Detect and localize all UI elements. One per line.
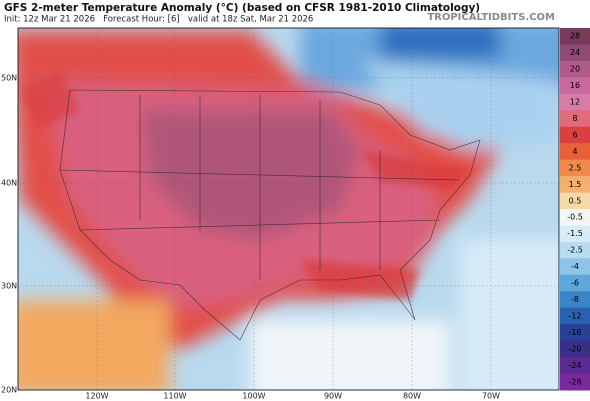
colorbar-label: -12 <box>568 311 581 320</box>
colorbar-label: -28 <box>568 377 581 386</box>
colorbar-cell <box>560 77 590 95</box>
map <box>18 28 559 390</box>
longitude-label: 90W <box>324 392 342 401</box>
colorbar-label: 20 <box>570 65 580 74</box>
colorbar-cell <box>560 110 590 128</box>
colorbar-label: 16 <box>570 81 580 90</box>
colorbar-cell <box>560 307 590 325</box>
latitude-label: 30N <box>1 282 17 291</box>
colorbar-label: -20 <box>568 344 581 353</box>
colorbar-label: 1.5 <box>569 180 582 189</box>
title: GFS 2-meter Temperature Anomaly (°C) (ba… <box>4 2 480 14</box>
colorbar-cell <box>560 373 590 391</box>
colorbar-label: 4 <box>572 147 577 156</box>
longitude-label: 70W <box>482 392 500 401</box>
longitude-label: 120W <box>85 392 108 401</box>
colorbar-cell <box>560 44 590 62</box>
colorbar-label: -16 <box>568 328 581 337</box>
colorbar-cell <box>560 192 590 210</box>
colorbar-cell <box>560 209 590 226</box>
latitude-label: 50N <box>1 74 17 83</box>
colorbar-cell <box>560 176 590 194</box>
colorbar-label: 6 <box>572 130 577 139</box>
colorbar-label: 2.5 <box>569 163 582 172</box>
colorbar-label: -2.5 <box>567 246 583 255</box>
latitude-label: 40N <box>1 179 17 188</box>
colorbar-label: 28 <box>570 32 580 41</box>
colorbar-cell <box>560 340 590 358</box>
colorbar: 28 24 20 16 12 8 6 4 2.5 1.5 0.5 -0.5 -1.5 -2.5 -4 -6 -8… <box>560 28 590 391</box>
colorbar-label: -6 <box>571 279 579 288</box>
colorbar-label: -8 <box>571 295 579 304</box>
latitude-label: 20N <box>1 386 17 395</box>
longitude-label: 110W <box>163 392 186 401</box>
colorbar-label: -1.5 <box>567 229 583 238</box>
colorbar-cell <box>560 143 590 161</box>
subtitle: Init: 12z Mar 21 2026 Forecast Hour: [6]… <box>4 15 313 25</box>
watermark: TROPICALTIDBITS.COM <box>427 12 555 23</box>
colorbar-cell <box>560 274 590 292</box>
map-frame <box>17 27 560 391</box>
colorbar-label: -24 <box>568 361 581 370</box>
map-axes: 50N 40N 30N 20N 120W 110W 100W 90W 80W 70W <box>1 74 500 401</box>
colorbar-cell <box>560 324 590 342</box>
longitude-label: 100W <box>242 392 265 401</box>
colorbar-label: -0.5 <box>567 213 583 222</box>
colorbar-cell <box>560 28 590 45</box>
colorbar-cell <box>560 241 590 259</box>
colorbar-label: 24 <box>570 48 580 57</box>
colorbar-cell <box>560 258 590 276</box>
colorbar-cell <box>560 93 590 111</box>
colorbar-cell <box>560 159 590 177</box>
longitude-label: 80W <box>403 392 421 401</box>
colorbar-cell <box>560 291 590 309</box>
colorbar-cell <box>560 357 590 375</box>
colorbar-cell <box>560 126 590 144</box>
colorbar-label: 0.5 <box>569 196 582 205</box>
colorbar-label: 8 <box>572 114 577 123</box>
colorbar-label: -4 <box>571 262 579 271</box>
colorbar-label: 12 <box>570 98 580 107</box>
colorbar-cell <box>560 225 590 243</box>
colorbar-cell <box>560 60 590 78</box>
